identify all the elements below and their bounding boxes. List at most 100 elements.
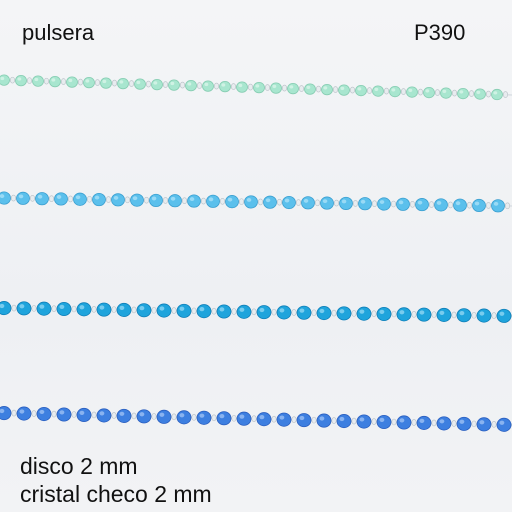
spacer-bead xyxy=(257,198,263,206)
crystal-bead xyxy=(457,87,469,100)
crystal-bead xyxy=(406,86,418,98)
spacer-bead xyxy=(31,410,37,417)
bead-highlight xyxy=(303,198,309,203)
bead-highlight xyxy=(119,80,124,84)
bead-highlight xyxy=(179,306,185,311)
crystal-bead xyxy=(496,417,512,432)
bead-highlight xyxy=(359,309,365,314)
spacer-bead xyxy=(409,200,415,208)
crystal-bead xyxy=(149,193,163,208)
crystal-bead xyxy=(151,78,163,91)
spacer-bead xyxy=(491,421,497,428)
bead-highlight xyxy=(99,411,105,416)
bead-highlight xyxy=(493,201,499,206)
bead-highlight xyxy=(493,91,498,95)
bead-highlight xyxy=(284,198,290,203)
bead-highlight xyxy=(479,420,485,425)
spacer-bead xyxy=(71,411,77,418)
bead-highlight xyxy=(153,81,158,85)
crystal-bead xyxy=(356,414,372,429)
bead-highlight xyxy=(399,418,405,423)
bead-highlight xyxy=(227,197,233,202)
spacer-bead xyxy=(428,201,434,208)
spacer-bead xyxy=(197,82,203,89)
crystal-bead xyxy=(76,407,92,423)
spacer-bead xyxy=(471,420,477,428)
bead-highlight xyxy=(374,87,379,92)
spacer-bead xyxy=(390,200,396,208)
crystal-bead xyxy=(296,413,312,428)
crystal-bead xyxy=(339,196,353,210)
crystal-bead xyxy=(136,409,152,424)
bead-highlight xyxy=(259,307,265,313)
spacer-bead xyxy=(491,312,497,319)
spacer-bead xyxy=(144,196,150,204)
spacer-bead xyxy=(87,195,93,203)
spacer-bead xyxy=(451,420,457,427)
spacer-bead xyxy=(43,77,49,85)
spacer-bead xyxy=(106,196,112,203)
spacer-bead xyxy=(391,310,397,318)
spacer-bead xyxy=(171,413,177,421)
bead-highlight xyxy=(221,83,226,87)
bead-highlight xyxy=(379,309,385,314)
crystal-bead xyxy=(436,416,452,431)
crystal-bead xyxy=(168,79,180,91)
crystal-bead xyxy=(453,198,467,212)
crystal-bead xyxy=(336,306,352,321)
bead-highlight xyxy=(219,307,225,312)
bead-highlight xyxy=(151,196,157,201)
spacer-bead xyxy=(191,307,197,315)
crystal-bead xyxy=(389,85,401,98)
crystal-bead xyxy=(236,411,252,426)
bead-highlight xyxy=(136,80,141,85)
spacer-bead xyxy=(60,78,66,85)
bead-highlight xyxy=(0,76,5,81)
crystal-bead xyxy=(116,302,132,317)
spacer-bead xyxy=(231,308,237,315)
bead-highlight xyxy=(99,305,105,310)
crystal-bead xyxy=(376,306,392,322)
crystal-bead xyxy=(456,308,472,323)
crystal-bead xyxy=(187,194,201,208)
crystal-bead xyxy=(270,82,282,94)
crystal-bead xyxy=(202,80,214,92)
crystal-bead xyxy=(36,406,52,422)
spacer-bead xyxy=(191,414,197,421)
crystal-bead xyxy=(491,199,505,213)
crystal-bead xyxy=(185,79,197,92)
spacer-bead xyxy=(431,419,437,427)
bead-highlight xyxy=(246,198,252,202)
spacer-bead xyxy=(91,306,97,313)
spacer-bead xyxy=(26,77,32,84)
crystal-bead xyxy=(49,75,61,88)
crystal-bead xyxy=(287,82,299,95)
crystal-bead xyxy=(244,195,258,209)
spacer-bead xyxy=(248,83,254,91)
bead-highlight xyxy=(379,200,385,204)
bead-highlight xyxy=(51,78,56,82)
bead-highlight xyxy=(39,409,45,415)
bead-highlight xyxy=(0,303,5,309)
spacer-bead xyxy=(315,85,321,93)
crystal-bead xyxy=(219,80,231,93)
bead-highlight xyxy=(119,305,125,310)
spacer-bead xyxy=(11,304,17,312)
crystal-bead xyxy=(253,81,265,94)
spacer-bead xyxy=(251,308,257,316)
bead-highlight xyxy=(19,304,25,309)
bead-highlight xyxy=(360,199,366,204)
crystal-bead xyxy=(434,198,448,212)
crystal-bead xyxy=(56,407,72,422)
crystal-bead xyxy=(436,307,452,322)
bead-highlight xyxy=(340,86,345,91)
crystal-bead xyxy=(423,86,435,99)
bead-highlight xyxy=(279,415,285,420)
crystal-bead xyxy=(301,196,315,210)
spacer-bead xyxy=(68,195,74,203)
bead-highlight xyxy=(323,86,328,90)
crystal-bead xyxy=(356,306,372,321)
spacer-bead xyxy=(411,311,417,318)
bead-highlight xyxy=(259,414,265,420)
